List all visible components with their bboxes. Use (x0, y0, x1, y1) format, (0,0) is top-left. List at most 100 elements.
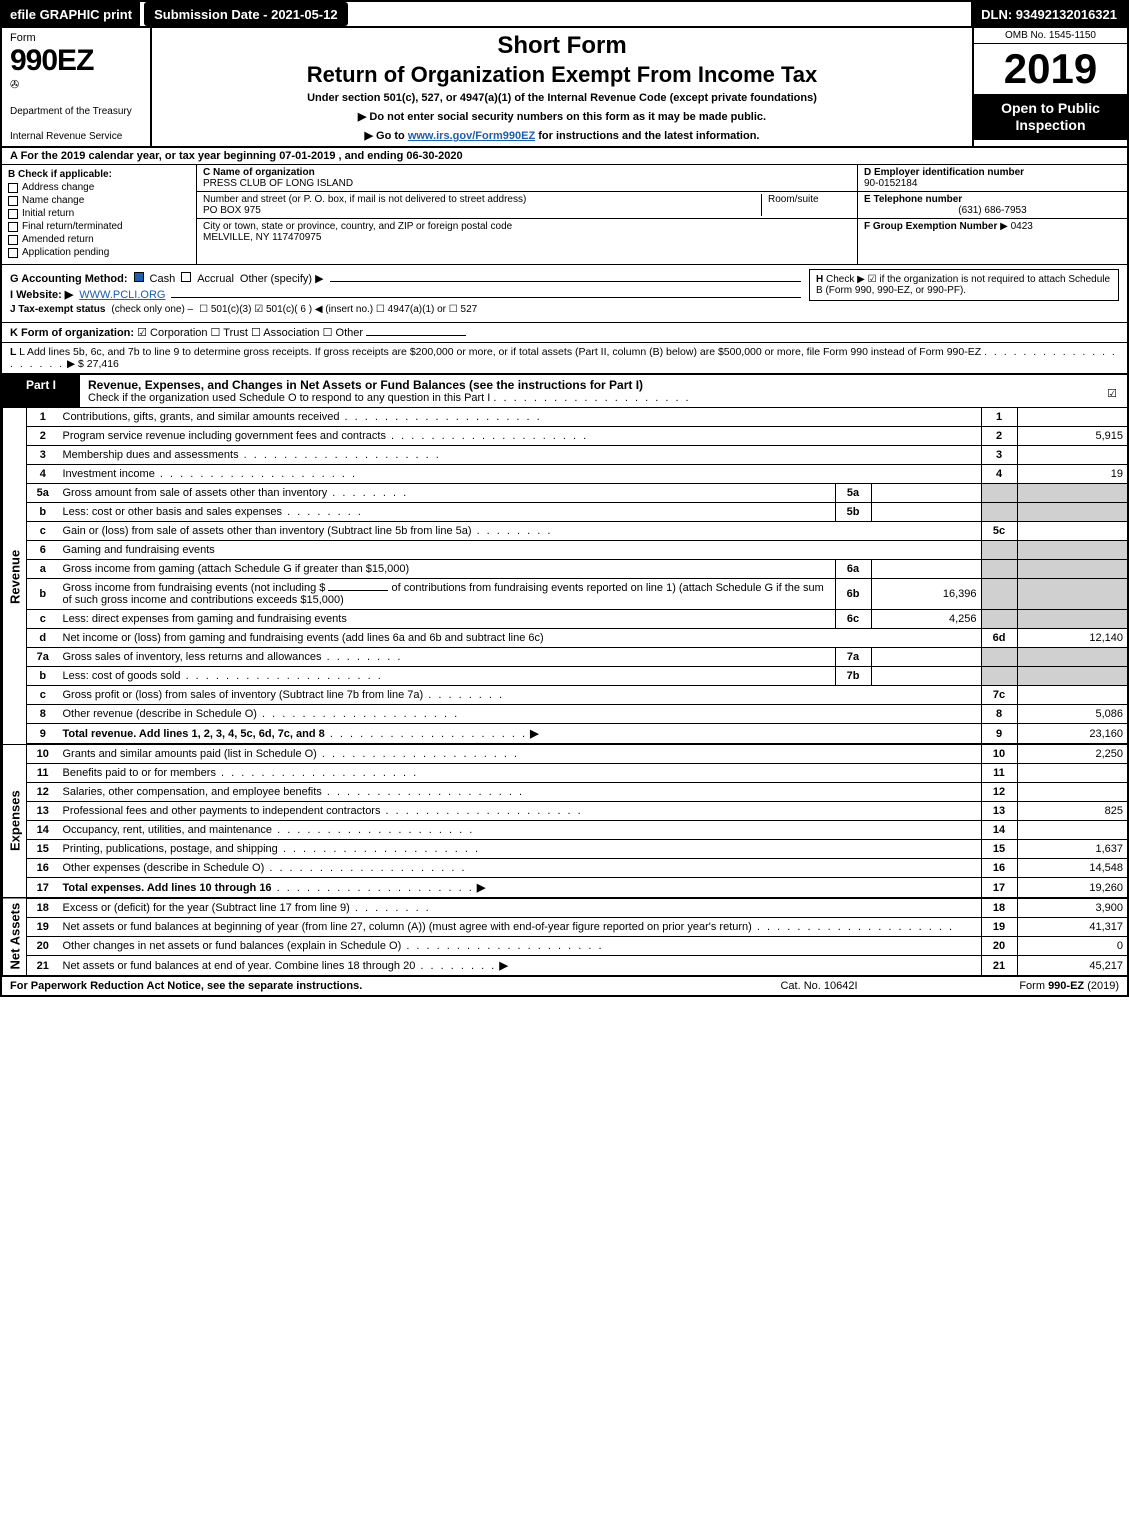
line-17: 17 Total expenses. Add lines 10 through … (3, 878, 1128, 899)
section-l: L L Add lines 5b, 6c, and 7b to line 9 t… (2, 343, 1127, 375)
line-num: 21 (27, 956, 59, 976)
line-desc: Less: cost of goods sold (63, 670, 181, 682)
line-value: 14,548 (1017, 859, 1127, 878)
form-header: Form 990EZ ✇ Department of the Treasury … (2, 28, 1127, 148)
gray-cell (1017, 503, 1127, 522)
line-value (1017, 821, 1127, 840)
line-rnum: 16 (981, 859, 1017, 878)
i-label: I Website: ▶ (10, 288, 73, 301)
inline-blank (328, 590, 388, 591)
line-num: 4 (27, 465, 59, 484)
dots (325, 728, 527, 740)
cb-label: Final return/terminated (22, 221, 123, 232)
submission-date-badge: Submission Date - 2021-05-12 (144, 2, 348, 26)
org-name: PRESS CLUB OF LONG ISLAND (203, 178, 353, 189)
short-form-title: Short Form (160, 32, 964, 60)
dots (282, 506, 363, 518)
line-rnum: 1 (981, 408, 1017, 427)
dots (472, 525, 553, 537)
line-num: c (27, 686, 59, 705)
sub-num: 6a (835, 560, 871, 579)
org-street: PO BOX 975 (203, 205, 761, 216)
c-city-row: City or town, state or province, country… (197, 219, 857, 245)
sub-num: 7b (835, 667, 871, 686)
dots (386, 430, 588, 442)
cb-application-pending[interactable]: Application pending (8, 247, 190, 258)
line-desc: Total revenue. Add lines 1, 2, 3, 4, 5c,… (63, 728, 325, 740)
line-5b: b Less: cost or other basis and sales ex… (3, 503, 1128, 522)
line-4: 4 Investment income 4 19 (3, 465, 1128, 484)
line-num: 17 (27, 878, 59, 899)
k-other-input[interactable] (366, 335, 466, 336)
k-label: K Form of organization: (10, 327, 134, 339)
line-num: 13 (27, 802, 59, 821)
cb-amended-return[interactable]: Amended return (8, 234, 190, 245)
line-6: 6 Gaming and fundraising events (3, 541, 1128, 560)
section-def: D Employer identification number 90-0152… (857, 165, 1127, 264)
checkbox-icon[interactable] (181, 272, 191, 282)
sub-value (871, 667, 981, 686)
dots (380, 805, 582, 817)
sub-value (871, 503, 981, 522)
form-label: Form (10, 32, 142, 44)
k-options: ☑ Corporation ☐ Trust ☐ Association ☐ Ot… (137, 327, 363, 339)
g-other-input[interactable] (330, 281, 801, 282)
checkbox-checked-icon[interactable] (134, 272, 144, 282)
line-7c: c Gross profit or (loss) from sales of i… (3, 686, 1128, 705)
line-desc: Gross amount from sale of assets other t… (63, 487, 328, 499)
line-desc: Net assets or fund balances at end of ye… (63, 960, 416, 972)
h-label: H (816, 274, 823, 285)
cb-name-change[interactable]: Name change (8, 195, 190, 206)
dots (272, 824, 474, 836)
line-value: 2,250 (1017, 744, 1127, 764)
sub-num: 6b (835, 579, 871, 610)
line-rnum: 2 (981, 427, 1017, 446)
section-e: E Telephone number (631) 686-7953 (858, 192, 1127, 219)
line-1: Revenue 1 Contributions, gifts, grants, … (3, 408, 1128, 427)
line-num: 20 (27, 937, 59, 956)
gray-cell (981, 579, 1017, 610)
dots (752, 921, 954, 933)
cb-final-return[interactable]: Final return/terminated (8, 221, 190, 232)
line-value (1017, 686, 1127, 705)
line-num: 19 (27, 918, 59, 937)
website-link[interactable]: WWW.PCLI.ORG (79, 289, 165, 301)
department-label: Department of the Treasury (10, 106, 142, 117)
gray-cell (1017, 610, 1127, 629)
sub-value: 4,256 (871, 610, 981, 629)
efile-print-button[interactable]: efile GRAPHIC print (2, 2, 140, 26)
cb-label: Address change (22, 182, 94, 193)
line-rnum: 9 (981, 724, 1017, 745)
sub-value (871, 648, 981, 667)
line-6b: b Gross income from fundraising events (… (3, 579, 1128, 610)
c-street-row: Number and street (or P. O. box, if mail… (197, 192, 857, 219)
dots (272, 882, 474, 894)
line-9: 9 Total revenue. Add lines 1, 2, 3, 4, 5… (3, 724, 1128, 745)
line-num: c (27, 522, 59, 541)
dots (278, 843, 480, 855)
c-name-row: C Name of organization PRESS CLUB OF LON… (197, 165, 857, 192)
section-j: J Tax-exempt status (check only one) – ☐… (10, 304, 1119, 315)
irs-label: Internal Revenue Service (10, 131, 142, 142)
line-desc: Contributions, gifts, grants, and simila… (63, 411, 340, 423)
room-suite-label: Room/suite (768, 194, 851, 205)
dln-badge: DLN: 93492132016321 (971, 2, 1127, 26)
line-21: 21 Net assets or fund balances at end of… (3, 956, 1128, 976)
cb-address-change[interactable]: Address change (8, 182, 190, 193)
line-value: 19,260 (1017, 878, 1127, 899)
irs-link[interactable]: www.irs.gov/Form990EZ (408, 130, 535, 142)
line-value (1017, 408, 1127, 427)
line-desc: Gain or (loss) from sale of assets other… (63, 525, 472, 537)
line-desc: Less: cost or other basis and sales expe… (63, 506, 283, 518)
line-7a: 7a Gross sales of inventory, less return… (3, 648, 1128, 667)
line-desc: Printing, publications, postage, and shi… (63, 843, 278, 855)
dots (423, 689, 504, 701)
line-value: 825 (1017, 802, 1127, 821)
gray-cell (981, 503, 1017, 522)
line-value: 23,160 (1017, 724, 1127, 745)
line-num: b (27, 579, 59, 610)
cb-initial-return[interactable]: Initial return (8, 208, 190, 219)
part-i-checkbox[interactable]: ☑ (1097, 375, 1127, 407)
line-rnum: 20 (981, 937, 1017, 956)
line-desc: Excess or (deficit) for the year (Subtra… (63, 902, 350, 914)
